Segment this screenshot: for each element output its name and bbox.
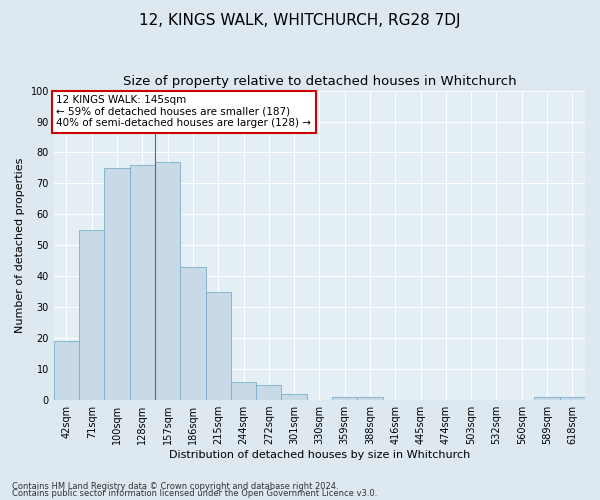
Bar <box>54 342 79 400</box>
Bar <box>332 397 358 400</box>
Bar <box>560 397 585 400</box>
Y-axis label: Number of detached properties: Number of detached properties <box>15 158 25 333</box>
Bar <box>79 230 104 400</box>
Bar <box>206 292 231 400</box>
Title: Size of property relative to detached houses in Whitchurch: Size of property relative to detached ho… <box>122 75 516 88</box>
Bar <box>130 165 155 400</box>
Bar <box>535 397 560 400</box>
Text: 12, KINGS WALK, WHITCHURCH, RG28 7DJ: 12, KINGS WALK, WHITCHURCH, RG28 7DJ <box>139 12 461 28</box>
Bar <box>358 397 383 400</box>
Bar <box>231 382 256 400</box>
X-axis label: Distribution of detached houses by size in Whitchurch: Distribution of detached houses by size … <box>169 450 470 460</box>
Bar <box>281 394 307 400</box>
Text: Contains HM Land Registry data © Crown copyright and database right 2024.: Contains HM Land Registry data © Crown c… <box>12 482 338 491</box>
Bar <box>180 267 206 400</box>
Text: Contains public sector information licensed under the Open Government Licence v3: Contains public sector information licen… <box>12 490 377 498</box>
Bar <box>256 384 281 400</box>
Bar <box>155 162 180 400</box>
Text: 12 KINGS WALK: 145sqm
← 59% of detached houses are smaller (187)
40% of semi-det: 12 KINGS WALK: 145sqm ← 59% of detached … <box>56 95 311 128</box>
Bar <box>104 168 130 400</box>
